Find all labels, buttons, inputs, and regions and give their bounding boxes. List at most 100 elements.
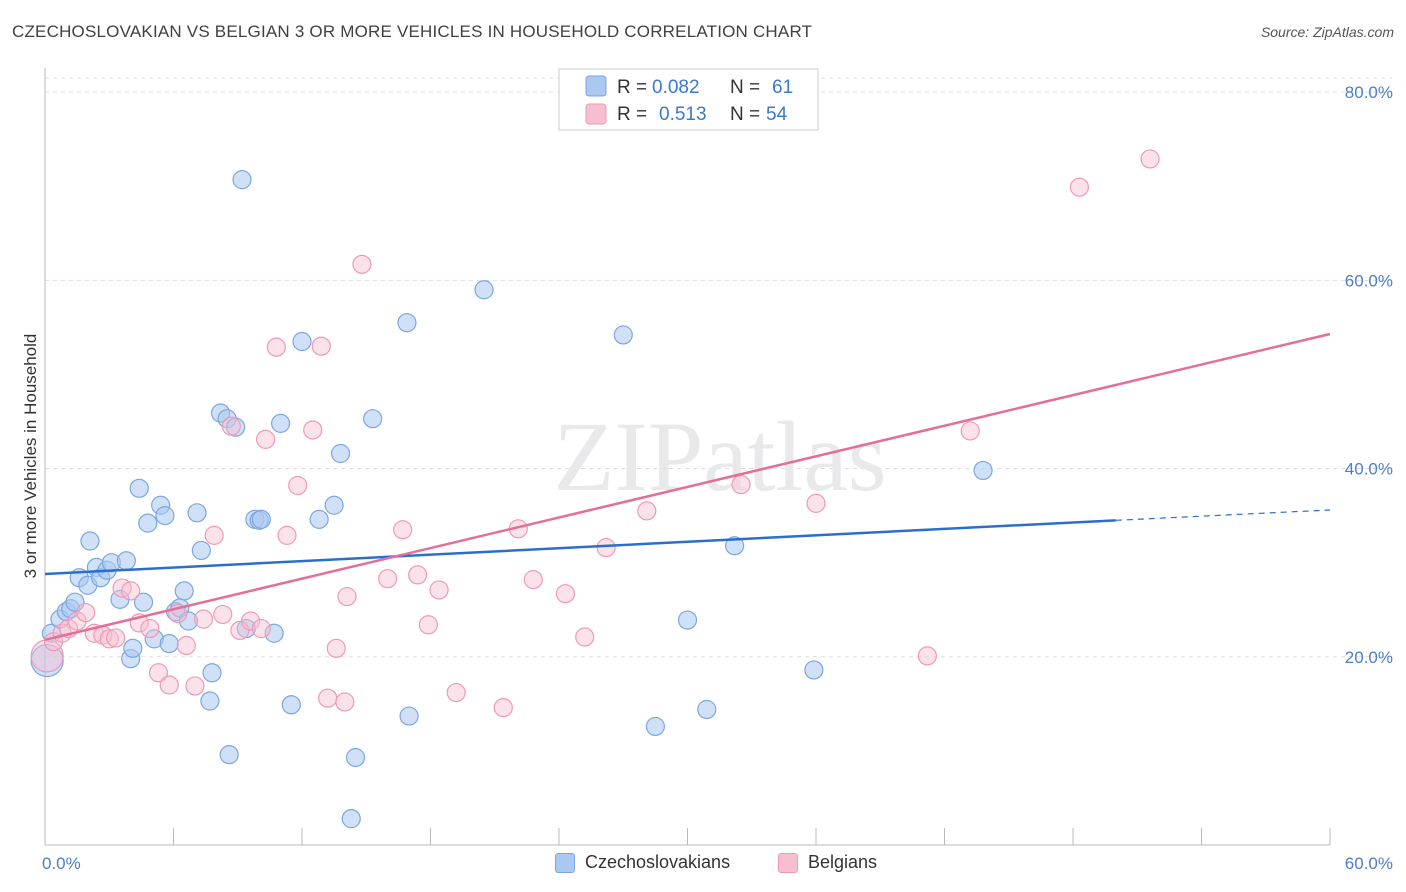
belgian-point: [303, 420, 323, 440]
belgian-point: [288, 475, 308, 496]
czechoslovakian-point: [281, 695, 301, 715]
czechoslovakian-point: [174, 581, 194, 601]
data-points: [30, 149, 1160, 829]
czechoslovakian-point: [202, 663, 222, 683]
czechoslovakian-point: [324, 495, 344, 515]
czechoslovakian-point: [292, 331, 312, 352]
belgian-point: [159, 675, 179, 695]
y-tick-label: 40.0%: [1345, 460, 1393, 479]
belgian-point: [277, 525, 297, 545]
watermark: ZIPatlas: [553, 401, 886, 512]
belgian-point: [99, 629, 119, 649]
czechoslovakian-point: [178, 611, 199, 631]
belgian-point: [393, 520, 413, 540]
legend-item-czechoslovakians: Czechoslovakians: [555, 852, 730, 873]
belgian-point: [493, 697, 513, 718]
belgian-point: [731, 474, 751, 495]
x-tick-label: 60.0%: [1345, 854, 1393, 873]
czechoslovakian-point: [973, 460, 993, 481]
czechoslovakian-point: [399, 706, 419, 726]
belgian-point: [76, 602, 96, 623]
czechoslovakian-trend-line: [44, 519, 1116, 576]
legend-n-value: 61: [772, 77, 793, 98]
belgian-point: [352, 254, 372, 274]
belgian-point: [106, 628, 126, 648]
czechoslovakian-point: [30, 643, 64, 678]
czechoslovakian-point: [200, 691, 220, 711]
legend-r-value: 0.082: [652, 77, 700, 98]
belgian-point: [596, 538, 616, 558]
czechoslovakian-point: [251, 509, 271, 529]
series-legend: Czechoslovakians Belgians: [0, 852, 1406, 878]
belgian-point: [326, 638, 346, 658]
czechoslovakian-point: [645, 716, 665, 737]
czechoslovakian-point: [155, 506, 175, 526]
czechoslovakian-point: [133, 592, 154, 612]
legend-swatch-czechoslovakians: [555, 852, 575, 873]
czechoslovakian-point: [341, 809, 361, 829]
czechoslovakian-point: [187, 503, 207, 523]
x-tick-label: 0.0%: [42, 854, 81, 873]
czechoslovakian-point: [804, 660, 824, 680]
czechoslovakian-point: [159, 634, 179, 654]
belgian-point: [418, 615, 438, 635]
czechoslovakian-point: [80, 531, 100, 551]
legend-swatch-pink: [585, 103, 607, 125]
czechoslovakian-point: [330, 443, 351, 464]
czechoslovakian-point: [219, 745, 239, 765]
chart-title: CZECHOSLOVAKIAN VS BELGIAN 3 OR MORE VEH…: [12, 22, 813, 41]
czechoslovakian-point: [613, 325, 633, 345]
belgian-point: [204, 525, 224, 545]
belgian-point: [335, 692, 355, 712]
legend-n-label: N =: [730, 104, 760, 125]
legend-swatch-blue: [585, 75, 607, 97]
czechoslovakian-point: [345, 747, 366, 768]
czechoslovakian-point: [116, 551, 136, 571]
czechoslovakian-trend-extension: [1115, 509, 1331, 521]
czechoslovakian-point: [270, 413, 291, 433]
legend-swatch-belgians: [778, 852, 798, 873]
czechoslovakian-point: [129, 478, 149, 498]
correlation-legend: R = 0.082 N = 61 R = 0.513 N = 54: [558, 68, 819, 131]
belgian-point: [266, 337, 286, 357]
belgian-point: [960, 421, 980, 441]
czechoslovakian-point: [191, 540, 211, 561]
axes: 20.0% 40.0% 60.0% 80.0% 0.0% 60.0% 3 or more V…: [21, 68, 1393, 873]
belgian-point: [318, 688, 338, 708]
czechoslovakian-point: [264, 623, 284, 643]
legend-n-label: N =: [730, 77, 760, 98]
belgian-point: [637, 501, 657, 521]
belgian-point: [446, 682, 466, 703]
belgian-point: [429, 580, 449, 600]
czechoslovakian-point: [474, 280, 494, 300]
source-label: Source: ZipAtlas.com: [1260, 24, 1394, 40]
belgian-point: [241, 611, 261, 631]
legend-r-label: R =: [617, 77, 647, 98]
belgian-point: [806, 493, 826, 513]
czechoslovakian-point: [123, 638, 143, 658]
legend-label-belgians: Belgians: [808, 852, 878, 872]
czechoslovakian-point: [232, 170, 252, 190]
belgian-trend-line: [44, 332, 1331, 642]
belgian-point: [408, 565, 428, 585]
belgian-point: [917, 646, 937, 666]
belgian-point: [221, 416, 241, 436]
czechoslovakian-point: [363, 409, 383, 429]
belgian-point: [185, 676, 205, 696]
belgian-point: [251, 618, 271, 639]
y-tick-label: 20.0%: [1345, 648, 1393, 667]
belgian-point: [121, 581, 141, 601]
legend-r-value: 0.513: [659, 104, 707, 125]
czechoslovakian-point: [138, 513, 158, 533]
y-axis-label: 3 or more Vehicles in Household: [21, 334, 40, 579]
belgian-point: [311, 336, 331, 356]
czechoslovakian-point: [725, 536, 745, 556]
belgian-point: [523, 570, 543, 590]
czechoslovakian-point: [397, 313, 417, 333]
trend-lines: [44, 332, 1331, 642]
belgian-point: [1069, 177, 1090, 197]
belgian-point: [140, 618, 160, 639]
czechoslovakian-point: [677, 610, 698, 630]
y-tick-label: 60.0%: [1345, 271, 1393, 290]
